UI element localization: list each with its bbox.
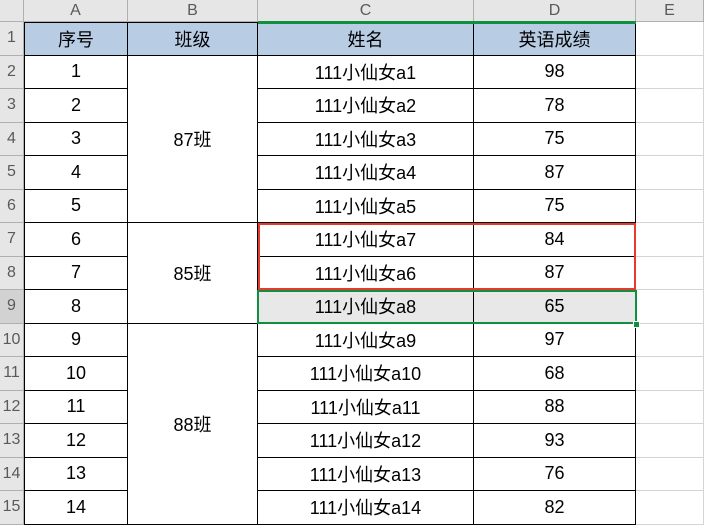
- cell-seq[interactable]: 8: [24, 290, 128, 324]
- cell-blank[interactable]: [636, 22, 704, 56]
- row-header-2[interactable]: 2: [0, 56, 24, 90]
- cell-seq[interactable]: 14: [24, 491, 128, 525]
- cell-score[interactable]: 87: [474, 156, 636, 190]
- row-header-8[interactable]: 8: [0, 257, 24, 291]
- cell-seq[interactable]: 4: [24, 156, 128, 190]
- cell-blank[interactable]: [636, 458, 704, 492]
- row-header-15[interactable]: 15: [0, 491, 24, 525]
- col-header-D[interactable]: D: [474, 0, 636, 22]
- cell-name[interactable]: 111小仙女a14: [258, 491, 474, 525]
- cell-blank[interactable]: [636, 56, 704, 90]
- cell-seq[interactable]: 12: [24, 424, 128, 458]
- cell-score[interactable]: 82: [474, 491, 636, 525]
- cell-blank[interactable]: [636, 424, 704, 458]
- cell-score[interactable]: 75: [474, 123, 636, 157]
- col-header-B[interactable]: B: [128, 0, 258, 22]
- row-header-6[interactable]: 6: [0, 190, 24, 224]
- cell-blank[interactable]: [636, 257, 704, 291]
- cell-score[interactable]: 93: [474, 424, 636, 458]
- cell-blank[interactable]: [636, 223, 704, 257]
- cell-score[interactable]: 68: [474, 357, 636, 391]
- cell-score[interactable]: 84: [474, 223, 636, 257]
- cell-blank[interactable]: [636, 290, 704, 324]
- row-header-14[interactable]: 14: [0, 458, 24, 492]
- row-header-13[interactable]: 13: [0, 424, 24, 458]
- cell-class[interactable]: 87班: [128, 56, 258, 224]
- row-header-3[interactable]: 3: [0, 89, 24, 123]
- cell-name[interactable]: 111小仙女a12: [258, 424, 474, 458]
- cell-blank[interactable]: [636, 357, 704, 391]
- cell-class[interactable]: 88班: [128, 324, 258, 525]
- col-header-E[interactable]: E: [636, 0, 704, 22]
- row-header-1[interactable]: 1: [0, 22, 24, 56]
- cell-blank[interactable]: [636, 491, 704, 525]
- cell-seq[interactable]: 1: [24, 56, 128, 90]
- row-header-7[interactable]: 7: [0, 223, 24, 257]
- cell-name[interactable]: 111小仙女a11: [258, 391, 474, 425]
- cell-name[interactable]: 111小仙女a13: [258, 458, 474, 492]
- cell-seq[interactable]: 5: [24, 190, 128, 224]
- cell-name[interactable]: 111小仙女a5: [258, 190, 474, 224]
- cell-score[interactable]: 75: [474, 190, 636, 224]
- cell-score[interactable]: 65: [474, 290, 636, 324]
- cell-name[interactable]: 111小仙女a6: [258, 257, 474, 291]
- row-header-9[interactable]: 9: [0, 290, 24, 324]
- header-cell[interactable]: 序号: [24, 22, 128, 56]
- col-header-C[interactable]: C: [258, 0, 474, 22]
- cell-score[interactable]: 76: [474, 458, 636, 492]
- cell-seq[interactable]: 7: [24, 257, 128, 291]
- cell-seq[interactable]: 10: [24, 357, 128, 391]
- cell-blank[interactable]: [636, 123, 704, 157]
- row-header-11[interactable]: 11: [0, 357, 24, 391]
- cell-name[interactable]: 111小仙女a8: [258, 290, 474, 324]
- row-header-4[interactable]: 4: [0, 123, 24, 157]
- cell-score[interactable]: 97: [474, 324, 636, 358]
- cell-name[interactable]: 111小仙女a10: [258, 357, 474, 391]
- cell-name[interactable]: 111小仙女a2: [258, 89, 474, 123]
- cell-score[interactable]: 88: [474, 391, 636, 425]
- cell-seq[interactable]: 11: [24, 391, 128, 425]
- cell-score[interactable]: 98: [474, 56, 636, 90]
- col-header-A[interactable]: A: [24, 0, 128, 22]
- cell-blank[interactable]: [636, 324, 704, 358]
- header-cell[interactable]: 班级: [128, 22, 258, 56]
- row-header-10[interactable]: 10: [0, 324, 24, 358]
- cell-seq[interactable]: 13: [24, 458, 128, 492]
- cell-blank[interactable]: [636, 190, 704, 224]
- cell-seq[interactable]: 3: [24, 123, 128, 157]
- header-cell[interactable]: 姓名: [258, 22, 474, 56]
- cell-name[interactable]: 111小仙女a9: [258, 324, 474, 358]
- cell-name[interactable]: 111小仙女a3: [258, 123, 474, 157]
- cell-blank[interactable]: [636, 89, 704, 123]
- cell-blank[interactable]: [636, 391, 704, 425]
- cell-name[interactable]: 111小仙女a7: [258, 223, 474, 257]
- cell-seq[interactable]: 6: [24, 223, 128, 257]
- cell-name[interactable]: 111小仙女a4: [258, 156, 474, 190]
- cell-seq[interactable]: 9: [24, 324, 128, 358]
- row-header-5[interactable]: 5: [0, 156, 24, 190]
- row-header-12[interactable]: 12: [0, 391, 24, 425]
- cell-seq[interactable]: 2: [24, 89, 128, 123]
- spreadsheet[interactable]: ABCDE123456789101112131415序号班级姓名英语成绩187班…: [0, 0, 704, 525]
- cell-name[interactable]: 111小仙女a1: [258, 56, 474, 90]
- header-cell[interactable]: 英语成绩: [474, 22, 636, 56]
- cell-score[interactable]: 87: [474, 257, 636, 291]
- cell-score[interactable]: 78: [474, 89, 636, 123]
- cell-class[interactable]: 85班: [128, 223, 258, 324]
- cell-blank[interactable]: [636, 156, 704, 190]
- corner-cell[interactable]: [0, 0, 24, 22]
